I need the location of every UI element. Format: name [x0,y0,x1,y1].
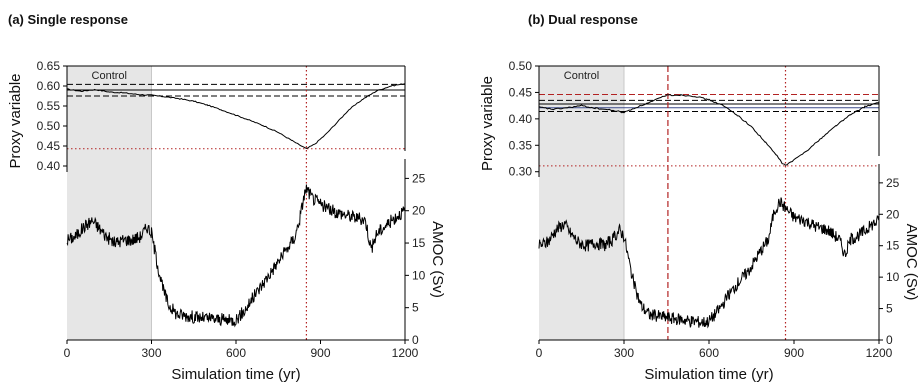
panel-a: Control 0 300 600 900 1200 0.40 0.45 0.50 0.55 0.6… [7,59,446,383]
control-label: Control [564,70,599,82]
x-tick-label: 0 [536,346,543,360]
control-label: Control [92,70,127,82]
amoc-y-tick-label: 15 [412,236,426,250]
amoc-series-line [66,184,406,328]
amoc-y-tick-label: 0 [412,333,419,347]
proxy-y-tick-label: 0.50 [509,59,533,73]
proxy-y-tick-label: 0.35 [509,138,533,152]
amoc-y-tick-label: 5 [886,302,893,316]
proxy-y-tick-label: 0.50 [37,119,61,133]
amoc-y-tick-label: 0 [886,333,893,347]
proxy-y-tick-label: 0.55 [37,99,61,113]
proxy-y-axis-title: Proxy variable [7,73,24,168]
amoc-y-tick-label: 10 [412,268,426,282]
proxy-y-tick-label: 0.45 [37,139,61,153]
x-tick-label: 900 [784,346,804,360]
x-tick-label: 600 [226,346,246,360]
proxy-series-line [66,83,406,149]
proxy-y-tick-label: 0.40 [509,112,533,126]
x-tick-label: 900 [310,346,330,360]
control-shade [539,66,624,340]
proxy-y-tick-label: 0.60 [37,79,61,93]
x-tick-label: 600 [699,346,719,360]
proxy-y-tick-label: 0.65 [37,59,61,73]
amoc-y-tick-label: 15 [886,239,900,253]
x-tick-label: 0 [64,346,71,360]
amoc-y-tick-label: 5 [412,301,419,315]
proxy-series-line [538,94,880,166]
amoc-y-tick-label: 20 [412,204,426,218]
proxy-y-axis-title: Proxy variable [479,76,496,171]
amoc-y-tick-label: 10 [886,270,900,284]
proxy-y-tick-label: 0.40 [37,159,61,173]
x-axis-title: Simulation time (yr) [644,366,773,383]
control-shade [67,66,152,340]
amoc-series-line [538,197,880,329]
x-tick-label: 300 [141,346,161,360]
amoc-y-tick-label: 25 [412,171,426,185]
amoc-y-tick-label: 20 [886,207,900,221]
panel-a-title: (a) Single response [8,12,128,27]
proxy-y-tick-label: 0.30 [509,165,533,179]
amoc-y-tick-label: 25 [886,176,900,190]
amoc-y-axis-title: AMOC (Sv) [429,221,446,298]
proxy-y-tick-label: 0.45 [509,85,533,99]
panel-b-title: (b) Dual response [528,12,638,27]
x-axis-title: Simulation time (yr) [171,366,300,383]
x-tick-label: 1200 [392,346,419,360]
amoc-y-axis-title: AMOC (Sv) [903,224,920,301]
x-tick-label: 1200 [866,346,893,360]
panel-b: Control 0 300 600 900 1200 0.30 0.35 0.40 0.45 0.5… [479,59,920,383]
x-tick-label: 300 [614,346,634,360]
